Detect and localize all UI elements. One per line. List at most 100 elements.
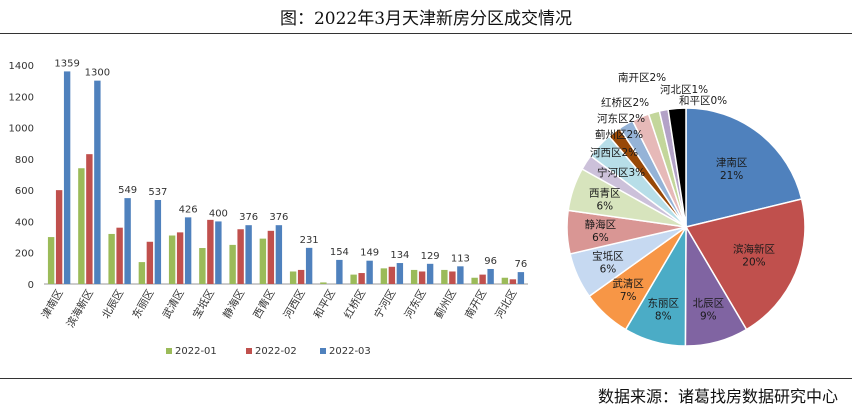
y-tick-label: 1000 — [9, 124, 34, 135]
bar — [336, 259, 343, 284]
bar — [138, 262, 146, 284]
pie-label: 宝坻区 6% — [592, 249, 624, 275]
bar — [146, 241, 154, 284]
bar — [517, 272, 525, 284]
category-label: 和平区 — [312, 288, 338, 321]
category-label: 蓟州区 — [432, 287, 459, 321]
category-label: 河东区 — [402, 287, 429, 321]
category-label: 河北区 — [493, 288, 519, 321]
data-label: 376 — [239, 212, 258, 223]
bottom-rule — [0, 378, 852, 379]
data-label: 231 — [300, 235, 319, 246]
bar — [116, 227, 123, 284]
bar — [55, 190, 63, 284]
category-label: 红桥区 — [341, 287, 368, 321]
bar — [78, 168, 85, 284]
data-label: 537 — [148, 187, 167, 198]
bar — [229, 244, 236, 284]
pie-chart: 津南区 21% 滨海新区 20% 北辰区 9% 东丽区 8%武清区 7%宝坻区 6% 静海区 6% 西青… — [566, 71, 806, 347]
pie-label: 南开区2% — [618, 71, 666, 84]
y-tick-label: 1400 — [9, 61, 34, 72]
pie-slice — [684, 198, 806, 331]
pie-label: 河东区2% — [597, 112, 645, 125]
category-label: 宁河区 — [371, 287, 398, 321]
pie-label: 和平区0% — [679, 95, 727, 107]
category-label: 北辰区 — [100, 288, 126, 321]
data-label: 1300 — [85, 68, 110, 79]
y-tick-label: 800 — [15, 155, 34, 166]
category-label: 河西区 — [282, 288, 308, 321]
data-label: 134 — [390, 250, 409, 261]
category-label: 南开区 — [462, 287, 489, 321]
bar — [366, 260, 373, 284]
bar — [108, 233, 115, 284]
bar — [267, 230, 275, 284]
bar — [388, 266, 396, 284]
page-title: 图：2022年3月天津新房分区成交情况 — [279, 9, 573, 29]
bar — [396, 263, 404, 284]
data-label: 400 — [209, 208, 228, 219]
data-label: 1359 — [54, 58, 79, 69]
bar — [479, 274, 486, 284]
legend-label: 2022-02 — [255, 346, 297, 357]
bar — [237, 229, 244, 284]
category-label: 滨海新区 — [64, 287, 96, 330]
bar — [426, 263, 434, 284]
bar — [176, 232, 184, 284]
y-tick-label: 400 — [15, 217, 34, 228]
bar — [449, 271, 456, 284]
category-label: 武清区 — [160, 287, 187, 321]
bar — [487, 268, 494, 284]
pie-label: 蓟州区2% — [595, 128, 643, 141]
bar — [509, 279, 517, 284]
legend-label: 2022-01 — [175, 346, 217, 357]
data-label: 426 — [179, 204, 198, 215]
category-label: 宝坻区 — [190, 287, 217, 321]
bar — [259, 238, 267, 284]
data-label: 76 — [515, 259, 528, 270]
bar — [358, 273, 365, 284]
bar-chart: 0 200 400 600 800 1000 1200 1400 1359 津南区 1300 滨海新区… — [9, 58, 528, 357]
data-label: 376 — [269, 212, 288, 223]
bar — [441, 269, 448, 284]
bar — [94, 80, 101, 285]
top-rule — [0, 33, 852, 34]
data-label: 96 — [484, 256, 497, 267]
bar — [410, 269, 418, 284]
bar — [154, 199, 162, 284]
bar — [124, 198, 131, 284]
legend-label: 2022-03 — [329, 346, 371, 357]
bar — [297, 269, 305, 284]
bar — [168, 235, 176, 284]
data-label: 149 — [360, 248, 379, 259]
legend-swatch — [246, 348, 252, 354]
bar — [184, 217, 192, 284]
pie-label: 静海区 6% — [585, 218, 617, 244]
bar — [471, 277, 478, 284]
bar — [305, 247, 313, 284]
pie-label: 红桥区2% — [601, 96, 649, 109]
bar — [47, 237, 55, 284]
legend-swatch — [166, 348, 172, 354]
pie-label: 北辰区 9% — [693, 298, 725, 323]
pie-slice — [685, 107, 803, 228]
bar — [320, 282, 327, 284]
category-label: 东丽区 — [129, 287, 156, 321]
pie-label: 津南区 21% — [716, 156, 748, 182]
y-tick-label: 600 — [15, 186, 34, 197]
bar — [207, 219, 214, 284]
pie-label: 西青区 6% — [589, 187, 621, 213]
data-label: 129 — [421, 251, 440, 262]
pie-label: 滨海新区 20% — [733, 243, 775, 269]
category-label: 静海区 — [220, 287, 247, 321]
bar — [215, 221, 222, 284]
pie-label: 宁河区3% — [597, 166, 645, 179]
data-label: 113 — [451, 253, 470, 264]
bar — [275, 225, 283, 284]
pie-label: 河北区1% — [660, 84, 708, 96]
bar — [199, 248, 206, 284]
bar — [245, 225, 252, 284]
bar — [63, 71, 71, 284]
pie-label: 河西区2% — [590, 147, 638, 159]
y-tick-label: 200 — [15, 249, 34, 260]
